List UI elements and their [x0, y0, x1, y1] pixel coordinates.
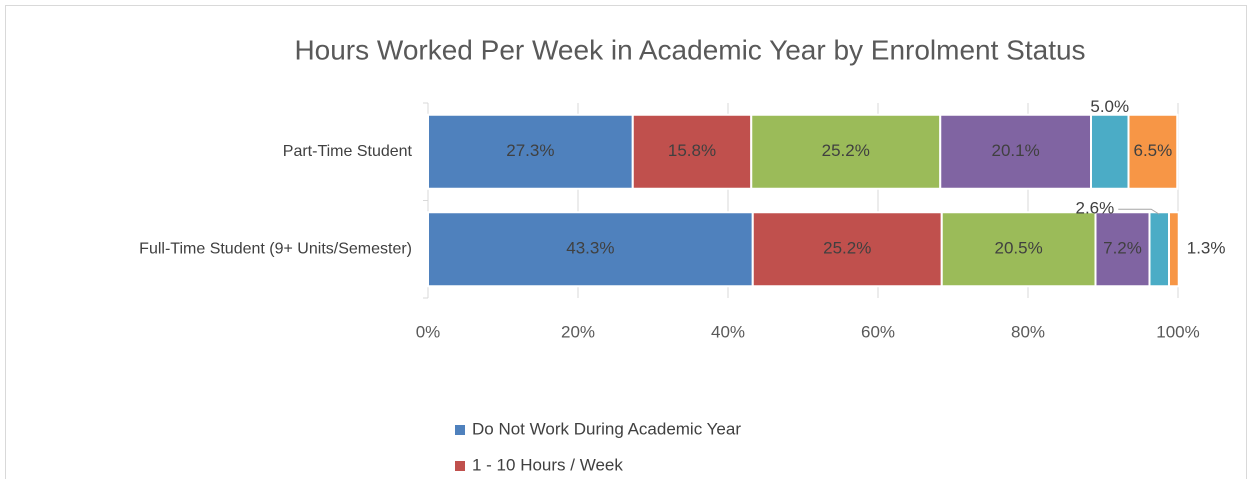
y-tick-label: Full-Time Student (9+ Units/Semester) — [139, 240, 412, 257]
x-tick-label: 20% — [561, 322, 595, 341]
bar-segment — [751, 211, 943, 288]
bar-segment — [427, 211, 754, 288]
bar-segment — [1148, 211, 1170, 288]
x-tick-label: 60% — [861, 322, 895, 341]
data-label: 25.2% — [822, 141, 870, 160]
x-tick-label: 0% — [416, 322, 441, 341]
chart-title: Hours Worked Per Week in Academic Year b… — [294, 34, 1085, 65]
data-label: 20.5% — [995, 239, 1043, 258]
data-label: 43.3% — [566, 239, 614, 258]
data-label: 20.1% — [992, 141, 1040, 160]
data-label: 6.5% — [1134, 141, 1173, 160]
data-label: 27.3% — [506, 141, 554, 160]
legend-label: Do Not Work During Academic Year — [472, 419, 741, 438]
bar-segment — [750, 113, 942, 190]
bar-segment — [1168, 211, 1180, 288]
legend-swatch — [455, 461, 465, 471]
x-tick-label: 40% — [711, 322, 745, 341]
bar-segment — [1090, 113, 1130, 190]
data-label: 15.8% — [668, 141, 716, 160]
legend-label: 1 - 10 Hours / Week — [472, 455, 623, 474]
data-label: 5.0% — [1090, 97, 1129, 116]
legend-swatch — [455, 425, 465, 435]
x-tick-label: 80% — [1011, 322, 1045, 341]
data-label: 2.6% — [1076, 199, 1115, 218]
y-tick-label: Part-Time Student — [283, 143, 413, 160]
data-label: 1.3% — [1187, 239, 1226, 258]
bar-segment — [1127, 113, 1179, 190]
x-tick-label: 100% — [1156, 322, 1199, 341]
leader-line — [1118, 208, 1160, 215]
data-label: 25.2% — [823, 239, 871, 258]
bar-segment — [940, 211, 1097, 288]
data-label: 7.2% — [1103, 239, 1142, 258]
